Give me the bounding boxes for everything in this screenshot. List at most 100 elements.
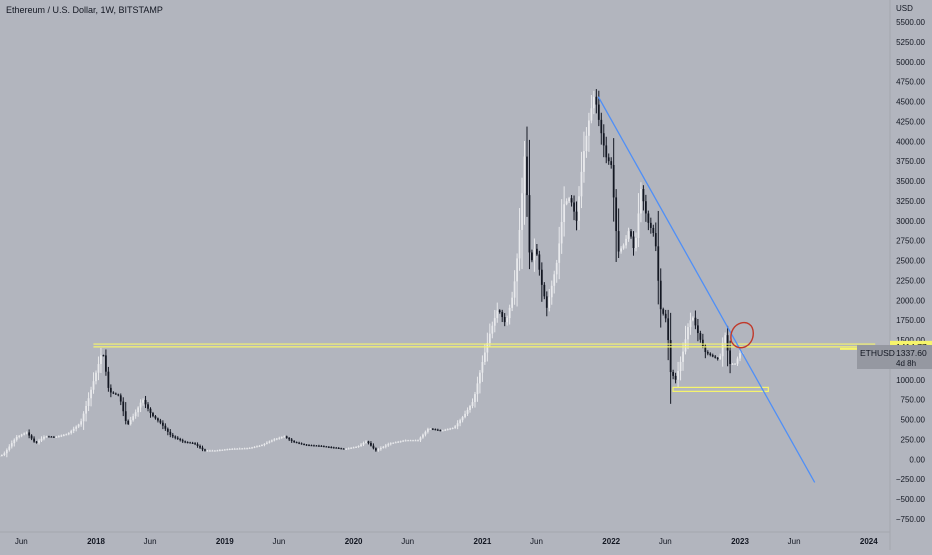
price-tick-label: 4000.00: [896, 137, 925, 146]
candle-body-up: [3, 453, 5, 455]
candle-body-up: [236, 449, 238, 450]
time-tick-label: Jun: [272, 537, 285, 546]
candle-body-down: [147, 404, 149, 408]
candle-body-down: [643, 189, 645, 201]
candle-body-up: [429, 429, 431, 430]
candle-body-down: [150, 409, 152, 413]
candle-body-down: [110, 388, 112, 393]
candle-body-down: [330, 447, 332, 448]
candle-body-up: [382, 447, 384, 448]
time-tick-label: 2023: [731, 537, 749, 546]
candle-body-down: [48, 436, 50, 437]
candle-body-up: [385, 445, 387, 446]
candle-body-down: [167, 429, 169, 432]
candle-body-up: [494, 318, 496, 326]
time-tick-label: 2022: [602, 537, 620, 546]
candle-body-up: [70, 431, 72, 433]
candle-body-up: [271, 440, 273, 441]
candle-body-up: [8, 447, 10, 450]
candle-body-down: [174, 436, 176, 437]
candle-body-up: [273, 439, 275, 440]
candle-body-up: [472, 402, 474, 406]
candle-body-up: [628, 231, 630, 239]
candle-body-up: [348, 448, 350, 449]
candle-body-down: [169, 432, 171, 435]
candle-body-down: [373, 446, 375, 449]
candle-body-down: [727, 335, 729, 350]
candle-body-up: [496, 310, 498, 318]
candle-body-up: [489, 334, 491, 343]
time-tick-label: 2021: [474, 537, 492, 546]
candle-body-up: [415, 440, 417, 441]
candle-body-up: [216, 450, 218, 451]
candle-body-down: [51, 437, 53, 438]
candle-body-up: [447, 429, 449, 430]
time-tick-label: 2024: [860, 537, 878, 546]
time-tick-label: 2018: [87, 537, 105, 546]
candle-body-up: [638, 213, 640, 237]
candle-body-down: [288, 438, 290, 440]
price-tick-label: 1000.00: [896, 376, 925, 385]
candle-body-up: [239, 449, 241, 450]
price-tick-label: 500.00: [901, 416, 926, 425]
symbol-title[interactable]: Ethereum / U.S. Dollar, 1W, BITSTAMP: [6, 5, 163, 15]
price-tick-label: −750.00: [896, 515, 926, 524]
candle-body-down: [608, 157, 610, 161]
candle-body-up: [422, 435, 424, 438]
candle-body-down: [375, 448, 377, 450]
candle-body-up: [412, 440, 414, 441]
candle-body-up: [739, 353, 741, 358]
candle-body-down: [303, 444, 305, 445]
candle-body-down: [630, 231, 632, 236]
price-tick-label: 3000.00: [896, 217, 925, 226]
candle-body-up: [407, 440, 409, 441]
candle-body-up: [506, 318, 508, 322]
candle-body-up: [244, 448, 246, 449]
candle-body-up: [732, 364, 734, 365]
candle-body-up: [449, 429, 451, 430]
candle-body-down: [618, 231, 620, 251]
candle-body-down: [197, 444, 199, 446]
candle-body-up: [442, 430, 444, 431]
time-tick-label: 2019: [216, 537, 234, 546]
candle-body-down: [702, 340, 704, 346]
time-tick-label: Jun: [401, 537, 414, 546]
candle-body-down: [122, 402, 124, 412]
candle-body-down: [202, 448, 204, 450]
candle-body-down: [541, 270, 543, 285]
candle-body-up: [566, 201, 568, 204]
candle-body-up: [358, 446, 360, 447]
candle-body-down: [162, 423, 164, 426]
price-tick-label: 2250.00: [896, 276, 925, 285]
candle-body-up: [392, 443, 394, 444]
price-tick-label: −500.00: [896, 495, 926, 504]
candle-body-down: [613, 165, 615, 197]
candle-body-up: [26, 432, 28, 433]
candle-body-down: [598, 105, 600, 120]
candle-body-up: [682, 352, 684, 362]
candle-body-up: [207, 451, 209, 452]
candle-body-down: [298, 443, 300, 444]
candle-body-down: [125, 411, 127, 421]
candle-body-up: [410, 440, 412, 441]
candle-body-down: [434, 429, 436, 430]
candle-body-up: [405, 440, 407, 441]
candle-body-up: [737, 358, 739, 363]
candle-body-down: [335, 448, 337, 449]
candle-body-down: [670, 340, 672, 372]
candle-body-up: [635, 238, 637, 248]
candle-body-up: [563, 204, 565, 222]
candle-body-down: [368, 441, 370, 443]
candle-body-up: [479, 373, 481, 384]
candle-body-down: [296, 442, 298, 443]
candle-body-up: [623, 245, 625, 248]
candle-body-down: [697, 325, 699, 333]
candle-body-up: [568, 198, 570, 201]
candle-body-down: [316, 446, 318, 447]
candle-body-up: [558, 243, 560, 262]
candle-body-down: [107, 372, 109, 388]
candle-body-up: [251, 447, 253, 448]
